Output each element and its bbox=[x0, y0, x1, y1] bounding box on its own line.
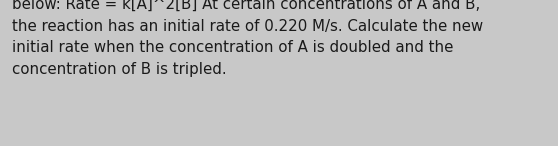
Text: The rate law for this reaction, aA + bB -> cC + dD, is shown
below: Rate = k[A]^: The rate law for this reaction, aA + bB … bbox=[12, 0, 483, 77]
